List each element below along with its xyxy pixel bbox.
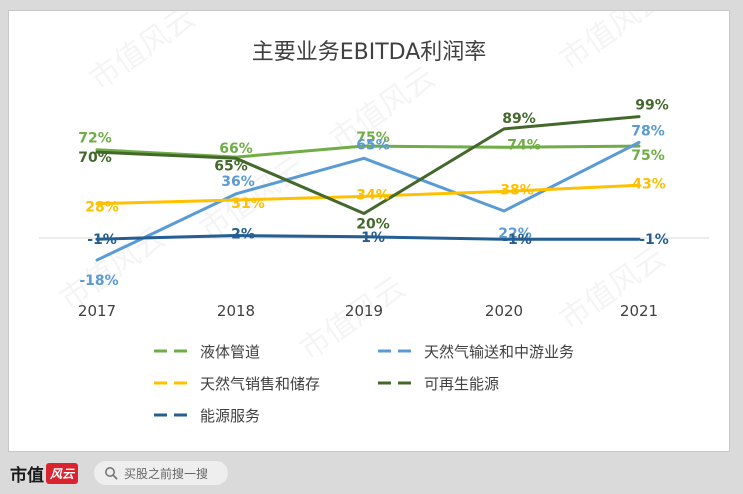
brand-logo[interactable]: 市值 风云	[10, 460, 79, 486]
data-label: 36%	[221, 174, 255, 190]
data-label: 72%	[78, 131, 112, 147]
data-label: 65%	[214, 158, 248, 174]
x-tick-label: 2018	[217, 302, 255, 320]
data-label: -18%	[79, 273, 118, 289]
legend-label: 天然气输送和中游业务	[424, 343, 574, 361]
search-icon	[105, 467, 118, 480]
search-box[interactable]: 买股之前搜一搜	[94, 461, 228, 485]
search-placeholder: 买股之前搜一搜	[124, 466, 209, 481]
series-line	[95, 144, 641, 159]
data-label: 34%	[356, 187, 390, 203]
brand-name: 市值	[10, 465, 44, 486]
chart-title: 主要业务EBITDA利润率	[252, 40, 487, 65]
data-label: -1%	[639, 232, 669, 248]
data-label: 43%	[632, 176, 666, 192]
x-tick-label: 2017	[78, 302, 116, 320]
data-label: -1%	[87, 232, 117, 248]
series-line	[95, 183, 641, 206]
legend-label: 可再生能源	[424, 375, 499, 393]
footer-bar: 市值 风云 买股之前搜一搜	[0, 454, 743, 494]
data-label: 2%	[231, 227, 255, 243]
legend-label: 能源服务	[200, 407, 260, 425]
chart-card: 市值风云 市值风云 市值风云 市值风云 市值风云 市值风云 市值风云 主要业务EBITDA利润…	[8, 10, 730, 452]
data-label: 78%	[631, 123, 665, 139]
data-label: 1%	[361, 230, 385, 246]
legend-label: 天然气销售和储存	[200, 375, 320, 393]
data-label: 31%	[231, 196, 265, 212]
data-label: 28%	[85, 200, 119, 216]
data-label: 89%	[502, 111, 536, 127]
data-label: 75%	[356, 130, 390, 146]
data-label: 20%	[356, 216, 390, 232]
data-label: 22%	[498, 226, 532, 242]
series-line	[95, 115, 641, 215]
x-tick-label: 2021	[620, 302, 658, 320]
data-label: 74%	[507, 137, 541, 153]
data-label: 75%	[631, 148, 665, 164]
watermark-text: 市值风云	[554, 240, 672, 337]
data-label: 38%	[500, 182, 534, 198]
data-label: 66%	[219, 141, 253, 157]
legend-label: 液体管道	[200, 343, 260, 361]
x-tick-label: 2020	[485, 302, 523, 320]
series-line	[95, 234, 641, 241]
data-label: 65%	[356, 137, 390, 153]
data-label: -1%	[502, 232, 532, 248]
watermark-text: 市值风云	[84, 11, 202, 98]
watermark-text: 市值风云	[554, 11, 672, 78]
data-label: 70%	[78, 150, 112, 166]
x-tick-label: 2019	[345, 302, 383, 320]
brand-seal: 风云	[46, 462, 79, 484]
data-label: 99%	[635, 98, 669, 114]
